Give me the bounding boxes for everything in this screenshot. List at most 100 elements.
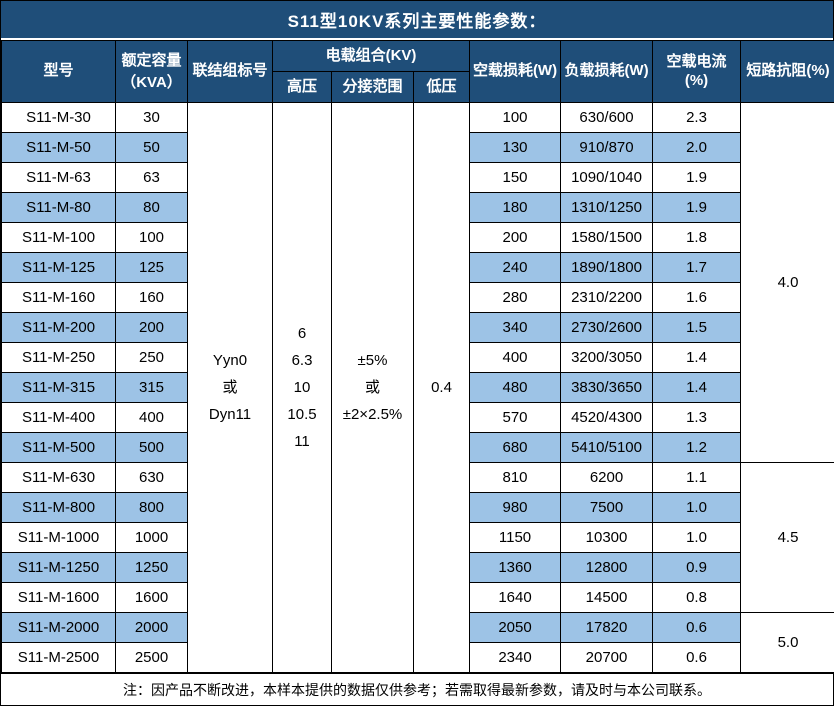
cell-no-load-loss: 2340 [469,642,562,673]
cell-capacity: 30 [115,102,188,133]
table-row: S11-M-2000 2000 2050 17820 0.6 5.0 [1,612,834,673]
table-row: S11-M-200 200 340 2730/2600 1.5 [1,312,834,343]
cell-no-load-loss: 340 [469,312,562,343]
cell-no-load-loss: 200 [469,222,562,253]
cell-load-loss: 17820 [560,612,654,643]
cell-no-load-current: 0.8 [652,582,742,613]
cell-no-load-loss: 980 [469,492,562,523]
cell-no-load-current: 1.0 [652,522,742,553]
table-row: S11-M-160 160 280 2310/2200 1.6 [1,282,834,313]
cell-capacity: 2500 [115,642,188,673]
cell-model: S11-M-100 [1,222,116,253]
cell-load-loss: 3830/3650 [560,372,654,403]
cell-no-load-loss: 100 [469,102,562,133]
cell-load-loss: 1890/1800 [560,252,654,283]
col-header-lv: 低压 [412,71,471,103]
cell-load-loss: 12800 [560,552,654,583]
cell-no-load-current: 2.3 [652,102,742,133]
table-row: S11-M-30 30 Yyn0 或 Dyn11 6 6.3 10 10.5 1… [1,102,834,673]
table-row: S11-M-400 400 570 4520/4300 1.3 [1,402,834,433]
cell-model: S11-M-160 [1,282,116,313]
cell-impedance: 4.0 [740,102,834,463]
cell-no-load-loss: 1640 [469,582,562,613]
cell-model: S11-M-400 [1,402,116,433]
cell-no-load-current: 1.8 [652,222,742,253]
cell-no-load-current: 0.6 [652,612,742,643]
cell-capacity: 160 [115,282,188,313]
table-row: S11-M-100 100 200 1580/1500 1.8 [1,222,834,253]
table-row: S11-M-315 315 480 3830/3650 1.4 [1,372,834,403]
cell-capacity: 315 [115,372,188,403]
cell-no-load-loss: 130 [469,132,562,163]
cell-connection: Yyn0 或 Dyn11 [187,102,273,673]
cell-no-load-current: 2.0 [652,132,742,163]
page-title: S11型10KV系列主要性能参数： [1,1,833,40]
table-row: S11-M-500 500 680 5410/5100 1.2 [1,432,834,463]
cell-no-load-loss: 570 [469,402,562,433]
cell-no-load-current: 1.1 [652,462,742,493]
col-header-voltage-group: 电载组合(KV) [271,40,471,72]
cell-capacity: 1000 [115,522,188,553]
table-row: S11-M-1600 1600 1640 14500 0.8 [1,582,834,613]
cell-load-loss: 14500 [560,582,654,613]
cell-lv: 0.4 [412,102,471,673]
cell-load-loss: 4520/4300 [560,402,654,433]
cell-capacity: 1250 [115,552,188,583]
cell-load-loss: 630/600 [560,102,654,133]
cell-load-loss: 20700 [560,642,654,673]
cell-load-loss: 3200/3050 [560,342,654,373]
cell-capacity: 800 [115,492,188,523]
cell-impedance: 4.5 [740,462,834,613]
cell-load-loss: 1090/1040 [560,162,654,193]
col-header-model: 型号 [1,40,116,103]
cell-tap-range: ±5% 或 ±2×2.5% [331,102,414,673]
header-row-2: 高压 分接范围 低压 [2,71,834,103]
cell-no-load-current: 0.6 [652,642,742,673]
cell-model: S11-M-800 [1,492,116,523]
cell-capacity: 80 [115,192,188,223]
cell-capacity: 400 [115,402,188,433]
table-row: S11-M-80 80 180 1310/1250 1.9 [1,192,834,223]
table-row: S11-M-630 630 810 6200 1.1 4.5 [1,462,834,613]
cell-no-load-current: 1.7 [652,252,742,283]
cell-capacity: 200 [115,312,188,343]
header-row-1: 型号 额定容量 （KVA） 联结组标号 电载组合(KV) 空载损耗(W) 负载损… [1,40,834,103]
footer-note: 注：因产品不断改进，本样本提供的数据仅供参考；若需取得最新参数，请及时与本公司联… [1,673,833,705]
cell-model: S11-M-1600 [1,582,116,613]
cell-no-load-loss: 1150 [469,522,562,553]
cell-no-load-loss: 1360 [469,552,562,583]
cell-capacity: 250 [115,342,188,373]
cell-capacity: 500 [115,432,188,463]
spec-table: 型号 额定容量 （KVA） 联结组标号 电载组合(KV) 空载损耗(W) 负载损… [1,40,834,673]
col-header-connection: 联结组标号 [187,40,273,103]
cell-no-load-current: 1.4 [652,372,742,403]
cell-model: S11-M-125 [1,252,116,283]
cell-capacity: 125 [115,252,188,283]
cell-capacity: 63 [115,162,188,193]
cell-no-load-loss: 680 [469,432,562,463]
cell-no-load-loss: 400 [469,342,562,373]
cell-model: S11-M-1000 [1,522,116,553]
cell-load-loss: 1580/1500 [560,222,654,253]
cell-no-load-loss: 480 [469,372,562,403]
cell-load-loss: 1310/1250 [560,192,654,223]
cell-model: S11-M-315 [1,372,116,403]
cell-no-load-current: 1.2 [652,432,742,463]
cell-no-load-current: 1.9 [652,162,742,193]
cell-model: S11-M-30 [1,102,116,133]
col-header-tap-range: 分接范围 [331,71,414,103]
cell-model: S11-M-200 [1,312,116,343]
table-header: 型号 额定容量 （KVA） 联结组标号 电载组合(KV) 空载损耗(W) 负载损… [1,40,834,103]
cell-load-loss: 6200 [560,462,654,493]
col-header-no-load-current: 空载电流(%) [652,40,742,103]
cell-no-load-current: 1.6 [652,282,742,313]
cell-capacity: 50 [115,132,188,163]
table-row: S11-M-2500 2500 2340 20700 0.6 [1,642,834,673]
cell-model: S11-M-250 [1,342,116,373]
cell-model: S11-M-80 [1,192,116,223]
cell-no-load-current: 1.9 [652,192,742,223]
cell-model: S11-M-630 [1,462,116,493]
cell-no-load-loss: 810 [469,462,562,493]
cell-load-loss: 7500 [560,492,654,523]
cell-load-loss: 2310/2200 [560,282,654,313]
